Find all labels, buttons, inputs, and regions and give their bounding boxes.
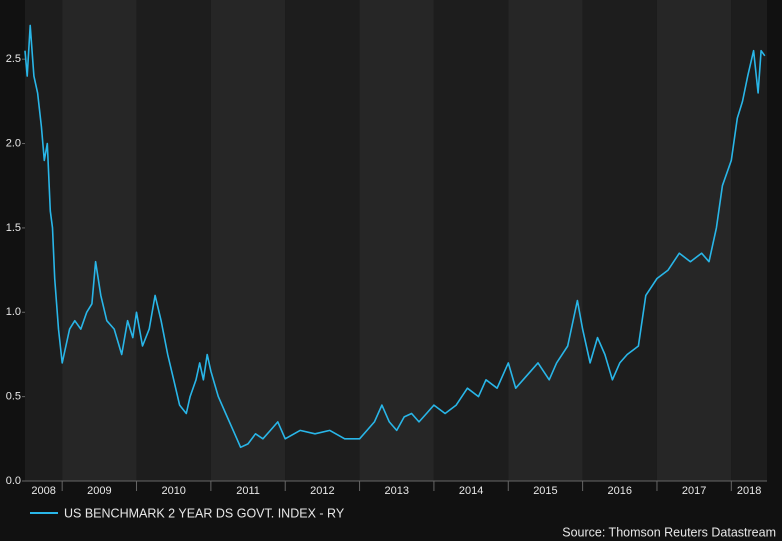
x-tick-label: 2016 xyxy=(608,485,632,497)
x-tick-label: 2015 xyxy=(533,485,557,497)
x-tick-label: 2014 xyxy=(459,485,483,497)
year-band xyxy=(433,0,509,481)
year-band xyxy=(731,0,767,481)
year-band xyxy=(62,0,137,481)
y-tick-label: 2.0 xyxy=(6,137,21,149)
x-tick-label: 2017 xyxy=(682,485,706,497)
x-tick-label: 2013 xyxy=(385,485,409,497)
source: Source: Thomson Reuters Datastream xyxy=(562,525,776,539)
y-tick-label: 1.0 xyxy=(6,306,21,318)
y-tick-label: 0.5 xyxy=(6,391,21,403)
year-band xyxy=(25,0,63,481)
year-band xyxy=(582,0,657,481)
year-band xyxy=(359,0,434,481)
year-band xyxy=(210,0,286,481)
year-band xyxy=(656,0,732,481)
x-tick-label: 2011 xyxy=(236,485,260,497)
plot-area: 2008 2009 2010 2011 2012 2013 2014 2015 2016 2017… xyxy=(6,0,767,497)
x-tick-label: 2008 xyxy=(31,485,55,497)
year-band xyxy=(136,0,211,481)
y-tick-label: 0.0 xyxy=(6,475,21,487)
y-tick-label: 1.5 xyxy=(6,222,21,234)
year-band xyxy=(285,0,360,481)
x-tick-label: 2010 xyxy=(161,485,185,497)
year-band xyxy=(508,0,583,481)
y-tick-label: 2.5 xyxy=(6,53,21,65)
x-tick-label: 2012 xyxy=(310,485,334,497)
x-tick-label: 2018 xyxy=(737,485,761,497)
data-line xyxy=(24,24,766,449)
x-tick-label: 2009 xyxy=(87,485,111,497)
legend-label: US BENCHMARK 2 YEAR DS GOVT. INDEX - RY xyxy=(64,506,345,520)
